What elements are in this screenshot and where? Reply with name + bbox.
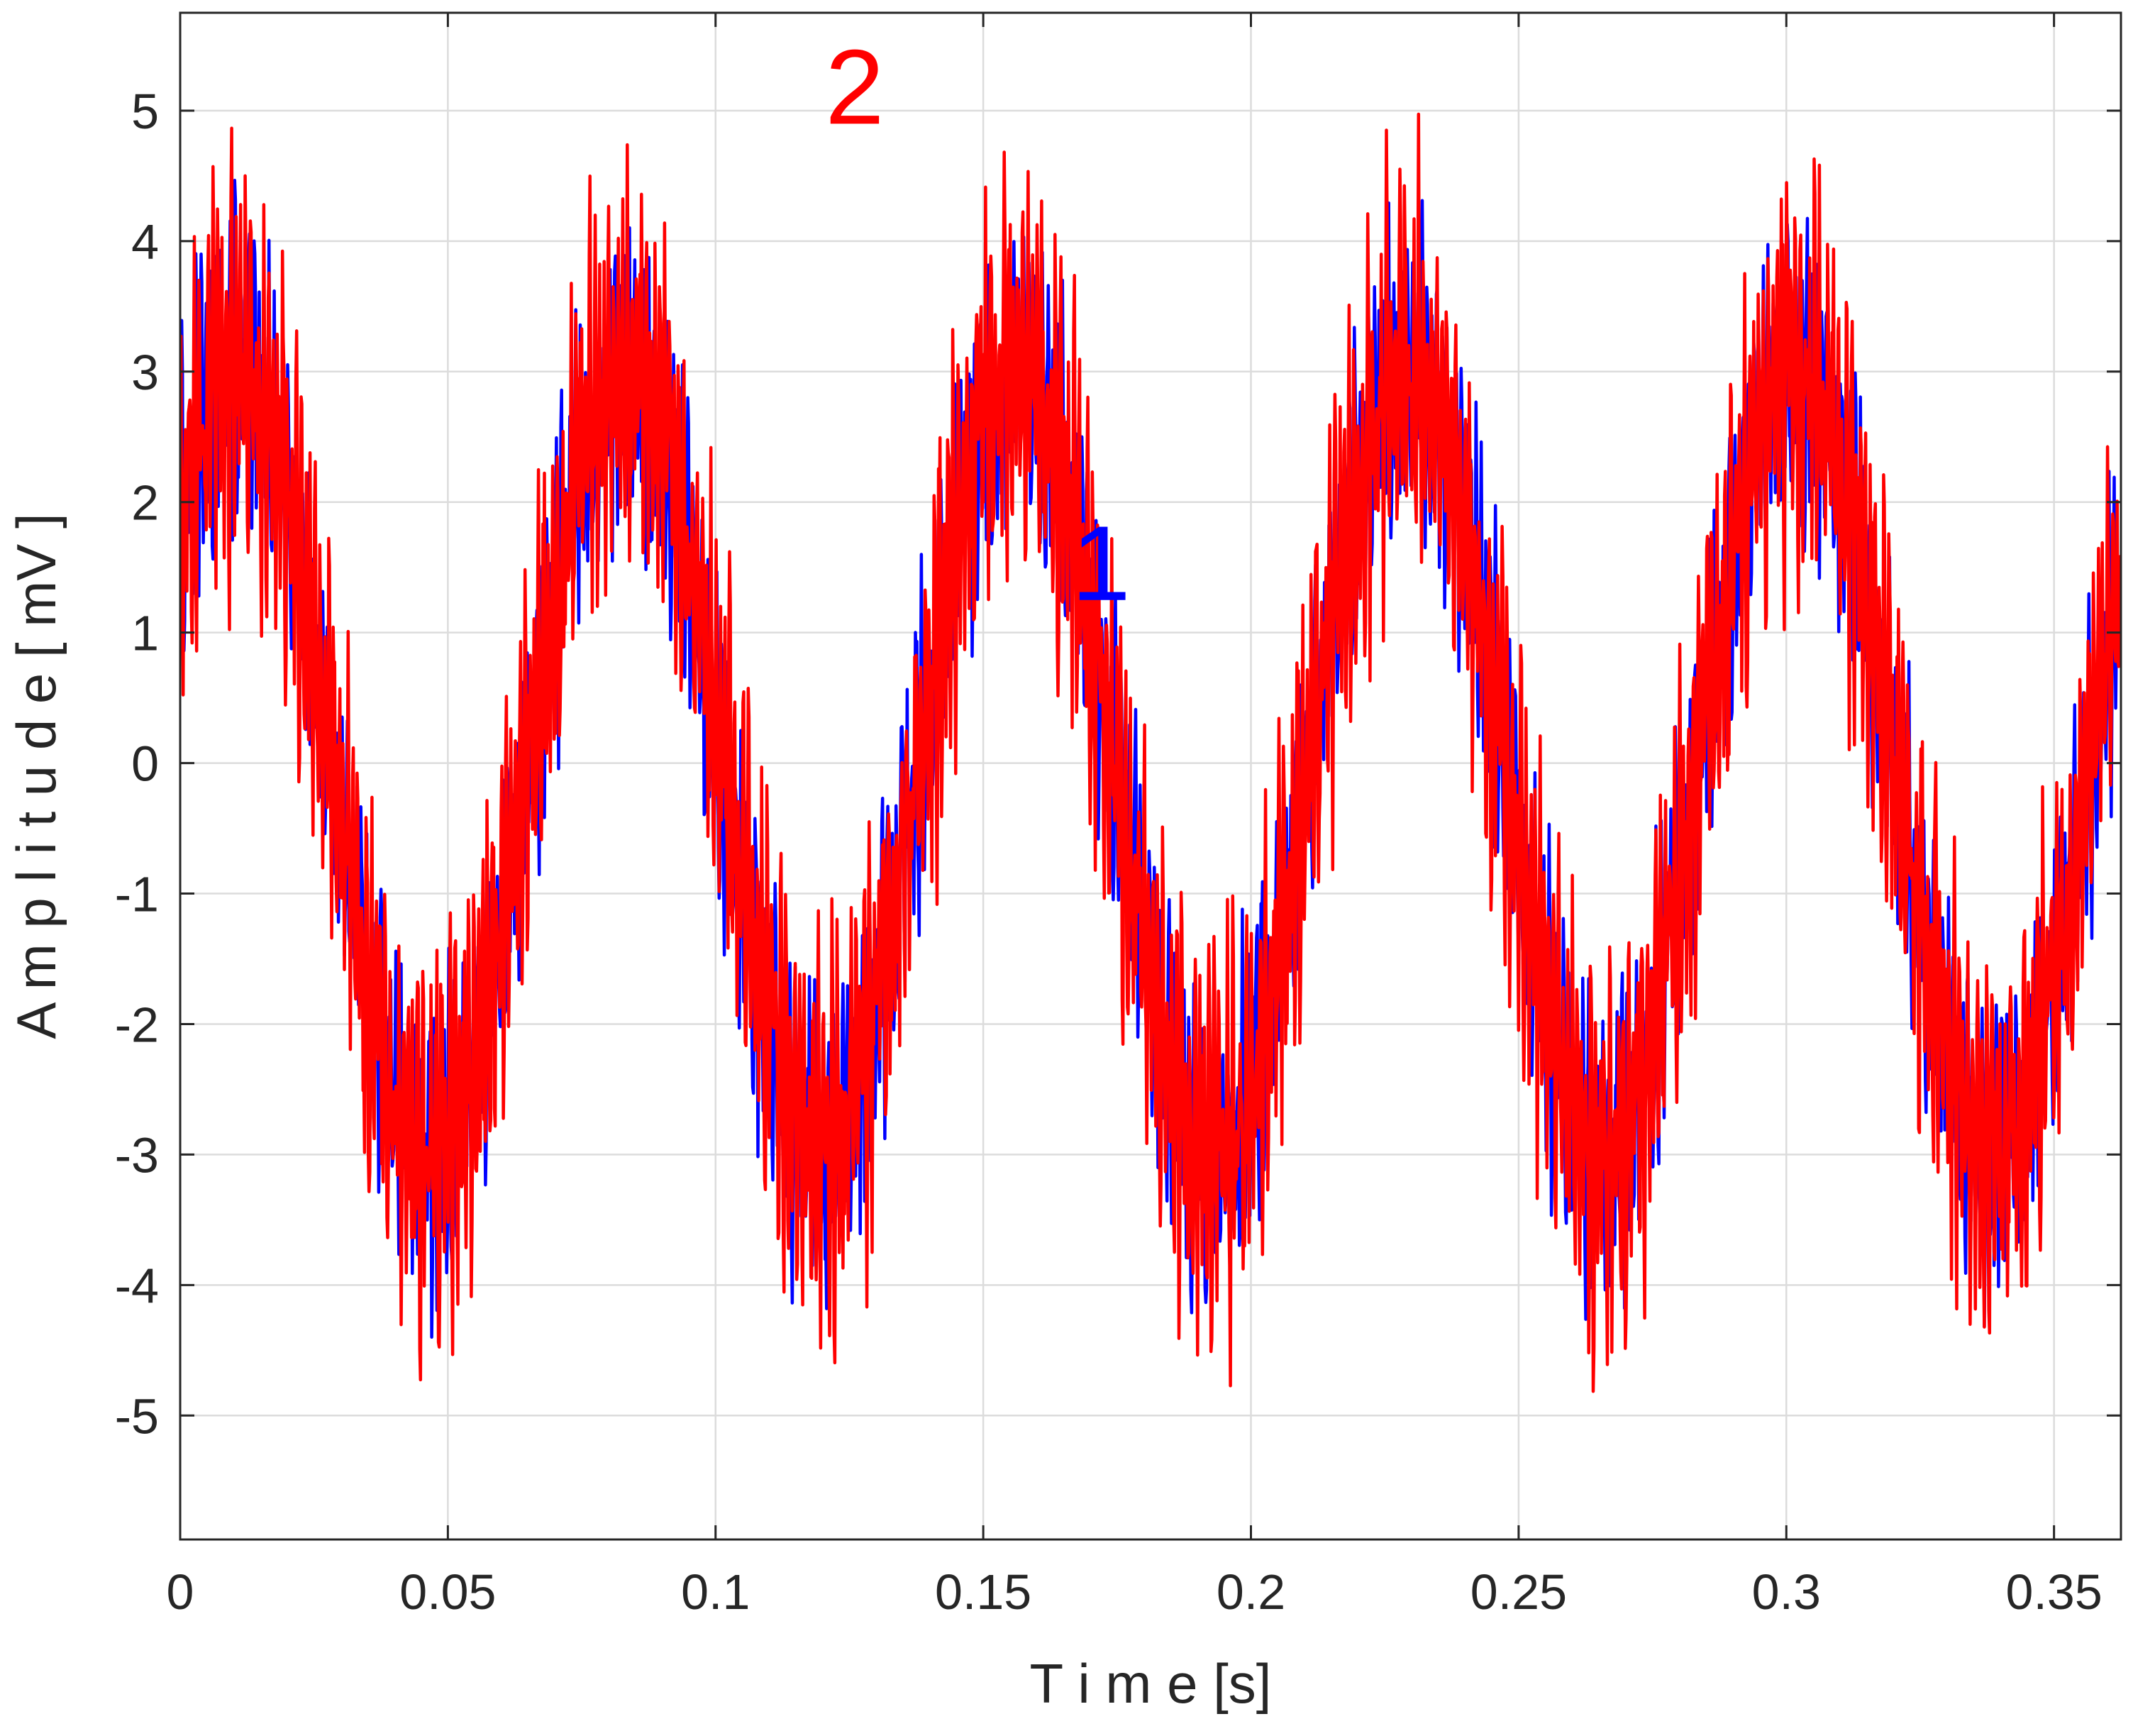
x-tick-label: 0.35 xyxy=(2006,1564,2102,1620)
x-tick-label: 0.25 xyxy=(1470,1564,1567,1620)
y-tick-label: 2 xyxy=(131,475,159,531)
y-tick-label: -5 xyxy=(115,1388,159,1444)
x-tick-label: 0.05 xyxy=(399,1564,496,1620)
y-tick-label: -2 xyxy=(115,997,159,1052)
x-tick-label: 0.15 xyxy=(935,1564,1031,1620)
y-tick-label: 4 xyxy=(131,214,159,270)
y-tick-label: 5 xyxy=(131,84,159,139)
x-axis-label: T i m e [s] xyxy=(1030,1652,1272,1715)
y-tick-label: -4 xyxy=(115,1258,159,1313)
ticks: 0 0.05 0.1 0.15 0.2 0.25 0.3 0.35 -5 -4 -3 -2 -1 0 1 2 3… xyxy=(115,13,2121,1620)
annotations: 21 xyxy=(825,27,1131,622)
plot-frame xyxy=(179,11,2122,1541)
y-tick-label: -3 xyxy=(115,1127,159,1183)
series-line-2 xyxy=(180,112,2121,1393)
y-tick-label: 1 xyxy=(131,606,159,661)
curve-label-1: 1 xyxy=(1071,504,1130,623)
series-group xyxy=(180,112,2121,1393)
curve-label-2: 2 xyxy=(825,27,884,146)
x-tick-label: 0.2 xyxy=(1217,1564,1285,1620)
x-tick-label: 0 xyxy=(167,1564,194,1620)
y-tick-label: -1 xyxy=(115,867,159,922)
y-axis-label: A m p l i t u d e [ mV ] xyxy=(5,513,67,1039)
x-tick-label: 0.1 xyxy=(681,1564,750,1620)
y-tick-label: 3 xyxy=(131,345,159,400)
x-tick-label: 0.3 xyxy=(1752,1564,1821,1620)
y-tick-label: 0 xyxy=(131,736,159,792)
